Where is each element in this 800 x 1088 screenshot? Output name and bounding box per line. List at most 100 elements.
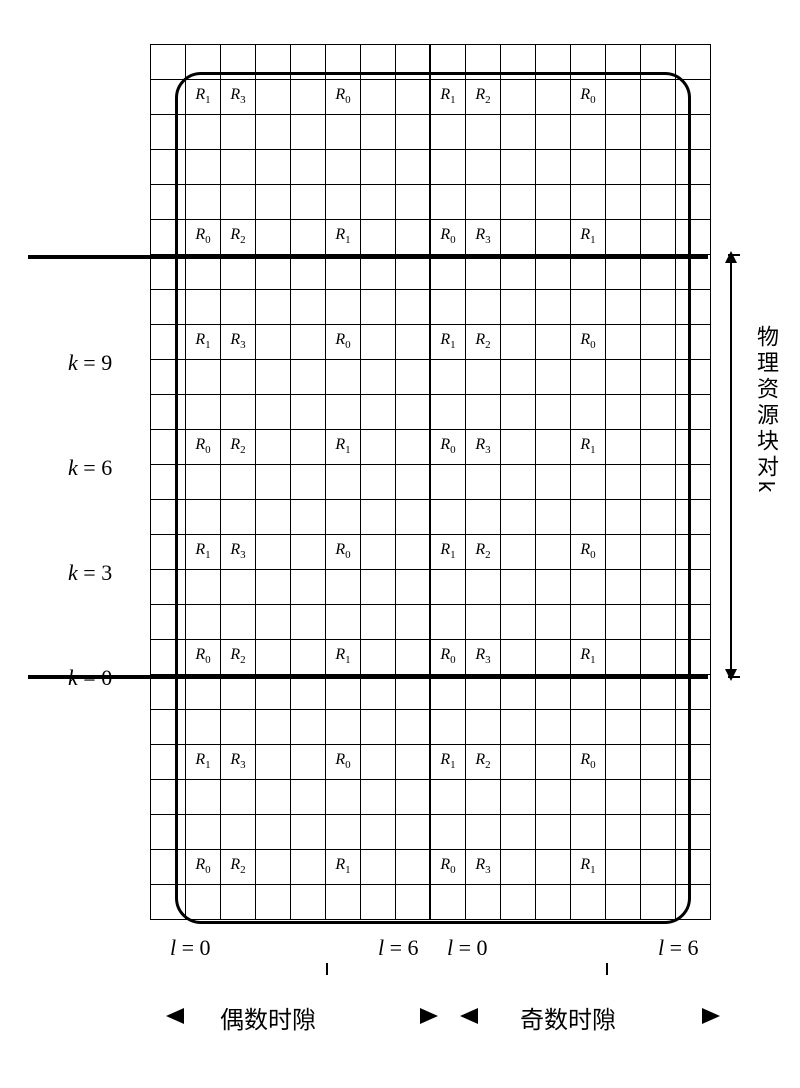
ref-signal-R3: R3: [221, 325, 256, 360]
grid-cell: [256, 850, 291, 885]
prb-pair-label: 物理资源块对k: [750, 325, 782, 496]
grid-cell: [361, 430, 396, 465]
grid-cell: [431, 115, 466, 150]
ref-signal-R1: R1: [186, 80, 221, 115]
grid-cell: [676, 885, 711, 920]
grid-cell: [501, 535, 536, 570]
grid-cell: [571, 780, 606, 815]
grid-cell: [396, 500, 431, 535]
ref-signal-R1: R1: [326, 640, 361, 675]
grid-cell: [151, 150, 186, 185]
grid-cell: [536, 115, 571, 150]
grid-cell: [676, 465, 711, 500]
grid-cell: [571, 570, 606, 605]
tick-1: [606, 963, 608, 975]
grid-cell: [606, 500, 641, 535]
grid-cell: [466, 780, 501, 815]
grid-cell: [431, 185, 466, 220]
grid-cell: [536, 360, 571, 395]
grid-cell: [291, 80, 326, 115]
grid-cell: [501, 745, 536, 780]
ref-signal-R0: R0: [326, 80, 361, 115]
k-label-3: k = 3: [68, 560, 112, 586]
grid-cell: [361, 80, 396, 115]
grid-cell: [536, 500, 571, 535]
ref-signal-R2: R2: [221, 640, 256, 675]
grid-cell: [571, 605, 606, 640]
grid-cell: [326, 395, 361, 430]
grid-cell: [291, 500, 326, 535]
grid-cell: [256, 115, 291, 150]
ref-signal-R0: R0: [571, 325, 606, 360]
grid-cell: [536, 710, 571, 745]
grid-cell: [361, 675, 396, 710]
grid-cell: [606, 325, 641, 360]
grid-cell: [151, 640, 186, 675]
grid-cell: [221, 885, 256, 920]
grid-cell: [256, 570, 291, 605]
grid-cell: [151, 605, 186, 640]
grid-cell: [221, 255, 256, 290]
grid-cell: [361, 710, 396, 745]
k-label-6: k = 6: [68, 455, 112, 481]
grid-cell: [396, 850, 431, 885]
grid-cell: [186, 45, 221, 80]
grid-cell: [361, 185, 396, 220]
grid-cell: [151, 675, 186, 710]
grid-cell: [676, 745, 711, 780]
grid-cell: [291, 150, 326, 185]
grid-cell: [676, 290, 711, 325]
grid-cell: [676, 780, 711, 815]
grid-cell: [466, 710, 501, 745]
grid-cell: [606, 675, 641, 710]
grid-cell: [676, 535, 711, 570]
grid-cell: [151, 360, 186, 395]
grid-cell: [536, 780, 571, 815]
grid-cell: [571, 675, 606, 710]
grid-cell: [256, 360, 291, 395]
grid-cell: [326, 885, 361, 920]
grid-cell: [396, 325, 431, 360]
grid-cell: [536, 45, 571, 80]
grid-cell: [606, 255, 641, 290]
grid-cell: [291, 780, 326, 815]
grid-cell: [291, 45, 326, 80]
ref-signal-R2: R2: [466, 80, 501, 115]
grid-cell: [151, 710, 186, 745]
grid-cell: [571, 150, 606, 185]
grid-cell: [466, 115, 501, 150]
grid-cell: [431, 45, 466, 80]
grid-cell: [536, 815, 571, 850]
ref-signal-R1: R1: [326, 220, 361, 255]
grid-cell: [641, 360, 676, 395]
grid-cell: [221, 465, 256, 500]
ref-signal-R1: R1: [186, 535, 221, 570]
grid-cell: [501, 150, 536, 185]
grid-cell: [536, 255, 571, 290]
grid-cell: [326, 360, 361, 395]
l-label-3: l = 6: [658, 935, 699, 961]
grid-cell: [606, 780, 641, 815]
ref-signal-R3: R3: [466, 220, 501, 255]
grid-cell: [641, 850, 676, 885]
grid-cell: [536, 850, 571, 885]
grid-cell: [676, 80, 711, 115]
ref-signal-R3: R3: [221, 745, 256, 780]
l-label-2: l = 0: [447, 935, 488, 961]
grid-cell: [676, 430, 711, 465]
grid-cell: [186, 675, 221, 710]
grid-cell: [571, 185, 606, 220]
grid-cell: [291, 535, 326, 570]
grid-cell: [221, 675, 256, 710]
grid-cell: [151, 45, 186, 80]
grid-cell: [501, 80, 536, 115]
grid-cell: [291, 255, 326, 290]
grid-cell: [571, 815, 606, 850]
grid-cell: [361, 570, 396, 605]
grid-cell: [571, 115, 606, 150]
grid-cell: [256, 80, 291, 115]
grid-cell: [396, 640, 431, 675]
ref-signal-R0: R0: [186, 430, 221, 465]
ref-signal-R3: R3: [466, 850, 501, 885]
grid-cell: [361, 150, 396, 185]
